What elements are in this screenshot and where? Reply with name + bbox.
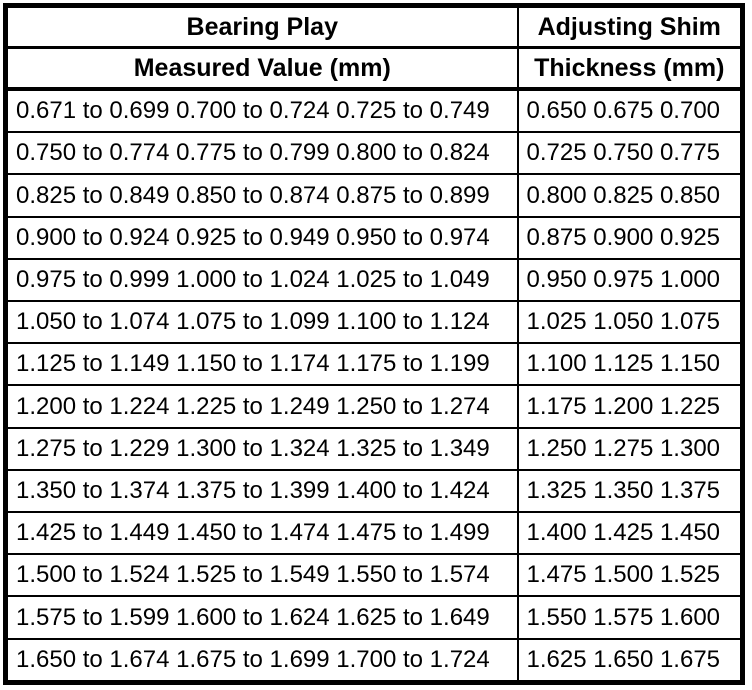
shim-thickness-cell: 1.475 1.500 1.525 xyxy=(516,553,744,598)
column-header-thickness: Thickness (mm) xyxy=(516,46,744,91)
measured-value-cell: 0.900 to 0.924 0.925 to 0.949 0.950 to 0… xyxy=(4,215,519,260)
measured-value-cell: 1.575 to 1.599 1.600 to 1.624 1.625 to 1… xyxy=(4,595,519,640)
measured-value-cell: 1.050 to 1.074 1.075 to 1.099 1.100 to 1… xyxy=(4,300,519,345)
shim-thickness-cell: 1.400 1.425 1.450 xyxy=(516,511,744,556)
table-header-row-titles: Bearing Play Adjusting Shim xyxy=(4,4,744,49)
shim-thickness-cell: 1.550 1.575 1.600 xyxy=(516,595,744,640)
measured-value-cell: 1.350 to 1.374 1.375 to 1.399 1.400 to 1… xyxy=(4,468,519,514)
table-row: 1.425 to 1.449 1.450 to 1.474 1.475 to 1… xyxy=(4,511,744,556)
table-header-row-units: Measured Value (mm) Thickness (mm) xyxy=(4,46,744,91)
measured-value-cell: 1.500 to 1.524 1.525 to 1.549 1.550 to 1… xyxy=(4,553,519,598)
table-row: 1.500 to 1.524 1.525 to 1.549 1.550 to 1… xyxy=(4,553,744,598)
shim-thickness-cell: 0.875 0.900 0.925 xyxy=(516,215,744,260)
table-row: 1.650 to 1.674 1.675 to 1.699 1.700 to 1… xyxy=(4,637,744,684)
measured-value-cell: 1.425 to 1.449 1.450 to 1.474 1.475 to 1… xyxy=(4,511,519,556)
table-row: 0.825 to 0.849 0.850 to 0.874 0.875 to 0… xyxy=(4,173,744,218)
column-header-adjusting-shim: Adjusting Shim xyxy=(516,4,744,49)
measured-value-cell: 0.825 to 0.849 0.850 to 0.874 0.875 to 0… xyxy=(4,173,519,218)
measured-value-cell: 0.975 to 0.999 1.000 to 1.024 1.025 to 1… xyxy=(4,257,519,303)
shim-thickness-cell: 0.650 0.675 0.700 xyxy=(516,87,744,134)
shim-thickness-cell: 0.725 0.750 0.775 xyxy=(516,131,744,176)
shim-thickness-cell: 1.175 1.200 1.225 xyxy=(516,384,744,429)
measured-value-cell: 1.200 to 1.224 1.225 to 1.249 1.250 to 1… xyxy=(4,384,519,429)
measured-value-cell: 0.671 to 0.699 0.700 to 0.724 0.725 to 0… xyxy=(4,87,519,134)
table-row: 1.350 to 1.374 1.375 to 1.399 1.400 to 1… xyxy=(4,468,744,514)
table-row: 0.975 to 0.999 1.000 to 1.024 1.025 to 1… xyxy=(4,257,744,303)
shim-thickness-cell: 1.100 1.125 1.150 xyxy=(516,342,744,387)
table-row: 1.050 to 1.074 1.075 to 1.099 1.100 to 1… xyxy=(4,300,744,345)
measured-value-cell: 1.650 to 1.674 1.675 to 1.699 1.700 to 1… xyxy=(4,637,519,684)
table-row: 0.750 to 0.774 0.775 to 0.799 0.800 to 0… xyxy=(4,131,744,176)
table-row: 1.575 to 1.599 1.600 to 1.624 1.625 to 1… xyxy=(4,595,744,640)
table-row: 1.200 to 1.224 1.225 to 1.249 1.250 to 1… xyxy=(4,384,744,429)
shim-thickness-cell: 1.250 1.275 1.300 xyxy=(516,426,744,471)
measured-value-cell: 0.750 to 0.774 0.775 to 0.799 0.800 to 0… xyxy=(4,131,519,176)
table-row: 0.671 to 0.699 0.700 to 0.724 0.725 to 0… xyxy=(4,87,744,134)
table-row: 0.900 to 0.924 0.925 to 0.949 0.950 to 0… xyxy=(4,215,744,260)
shim-thickness-cell: 1.025 1.050 1.075 xyxy=(516,300,744,345)
column-header-measured-value: Measured Value (mm) xyxy=(4,46,519,91)
table-row: 1.275 to 1.229 1.300 to 1.324 1.325 to 1… xyxy=(4,426,744,471)
shim-thickness-cell: 0.950 0.975 1.000 xyxy=(516,257,744,303)
shim-thickness-cell: 1.625 1.650 1.675 xyxy=(516,637,744,684)
shim-thickness-cell: 0.800 0.825 0.850 xyxy=(516,173,744,218)
measured-value-cell: 1.125 to 1.149 1.150 to 1.174 1.175 to 1… xyxy=(4,342,519,387)
table-row: 1.125 to 1.149 1.150 to 1.174 1.175 to 1… xyxy=(4,342,744,387)
bearing-shim-selection-table: Bearing Play Adjusting Shim Measured Val… xyxy=(3,3,745,685)
measured-value-cell: 1.275 to 1.229 1.300 to 1.324 1.325 to 1… xyxy=(4,426,519,471)
shim-thickness-cell: 1.325 1.350 1.375 xyxy=(516,468,744,514)
column-header-bearing-play: Bearing Play xyxy=(4,4,519,49)
